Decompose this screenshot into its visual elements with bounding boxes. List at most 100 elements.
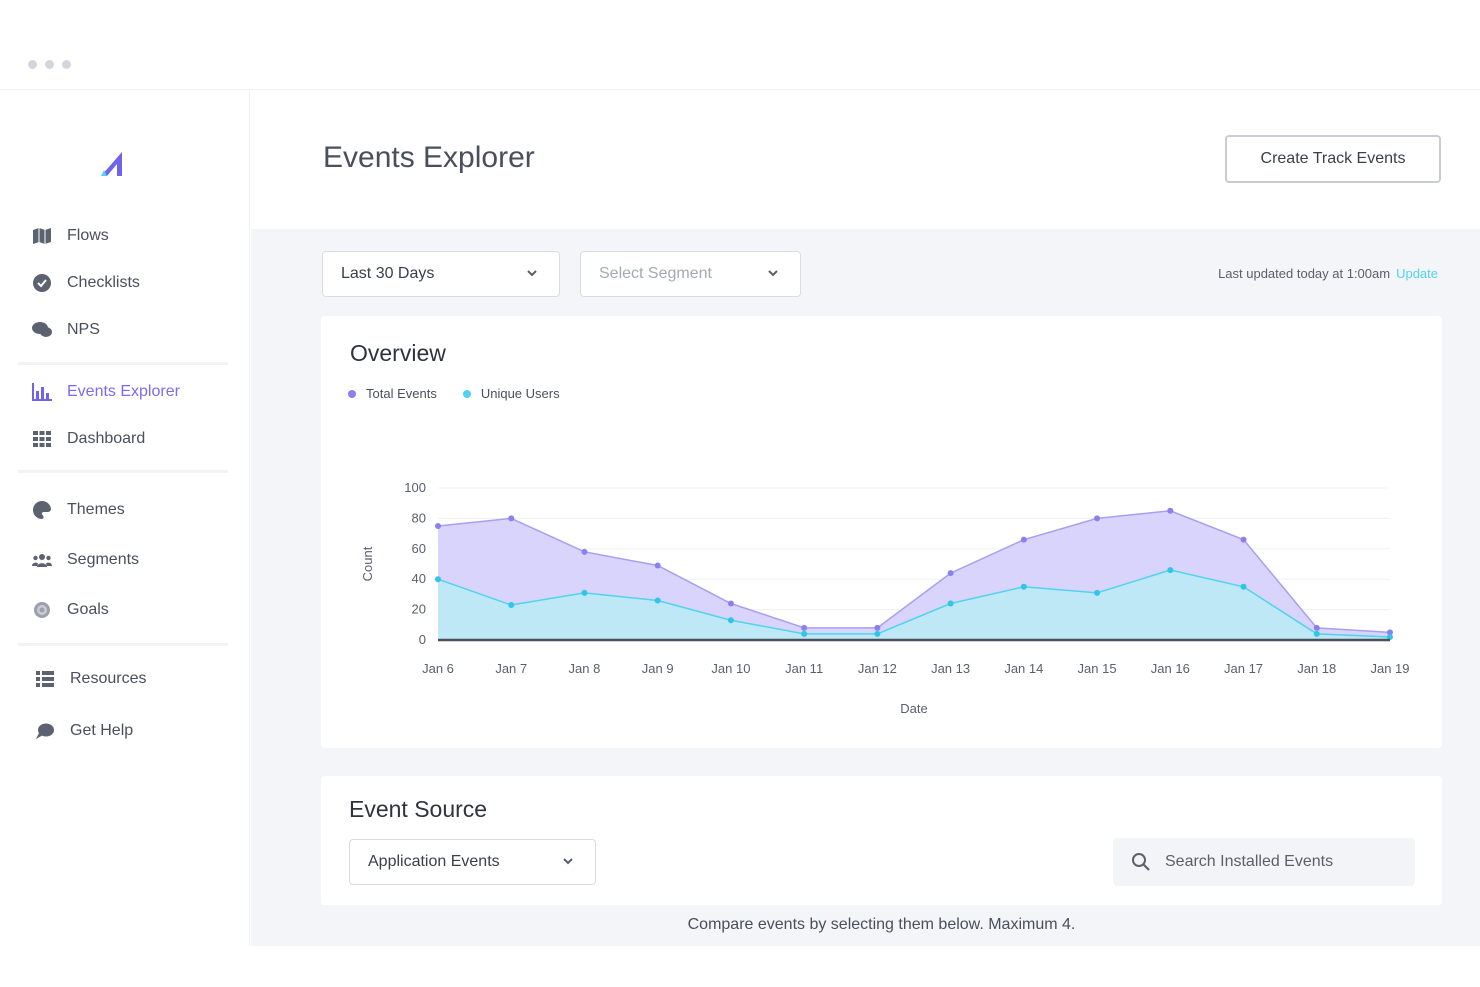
sidebar-item-label: Get Help xyxy=(70,722,134,739)
sidebar-item-nps[interactable]: NPS xyxy=(32,318,100,342)
compare-hint: Compare events by selecting them below. … xyxy=(321,905,1442,945)
create-track-events-button[interactable]: Create Track Events xyxy=(1225,135,1441,183)
check-circle-icon xyxy=(32,273,52,293)
data-point xyxy=(1167,567,1174,574)
x-tick-label: Jan 15 xyxy=(1078,661,1117,676)
segment-placeholder: Select Segment xyxy=(599,265,712,282)
sidebar-item-flows[interactable]: Flows xyxy=(32,224,109,248)
search-placeholder: Search Installed Events xyxy=(1165,853,1334,870)
data-point xyxy=(874,624,881,631)
data-point xyxy=(435,576,441,583)
sidebar-item-dashboard[interactable]: Dashboard xyxy=(32,427,145,451)
x-tick-label: Jan 16 xyxy=(1151,661,1190,676)
sidebar-item-label: Checklists xyxy=(67,274,140,291)
window-dot-icon xyxy=(45,60,54,69)
speech-bubble-icon xyxy=(35,721,55,741)
series-area-unique-users xyxy=(438,570,1390,640)
x-axis-label: Date xyxy=(900,701,927,716)
sidebar-item-checklists[interactable]: Checklists xyxy=(32,271,140,295)
data-point xyxy=(1020,536,1027,543)
sidebar-item-events-explorer[interactable]: Events Explorer xyxy=(32,380,180,404)
data-point xyxy=(947,570,954,577)
date-range-select[interactable]: Last 30 Days xyxy=(322,251,560,297)
last-updated-status: Last updated today at 1:00am Update xyxy=(1218,266,1438,281)
chevron-down-icon xyxy=(527,270,537,277)
x-tick-label: Jan 12 xyxy=(858,661,897,676)
bar-chart-icon xyxy=(32,382,52,402)
data-point xyxy=(1387,629,1393,636)
data-point xyxy=(801,624,808,631)
last-updated-text: Last updated today at 1:00am xyxy=(1218,266,1391,281)
window-dot-icon xyxy=(62,60,71,69)
sidebar-item-label: Dashboard xyxy=(67,430,146,447)
sidebar-item-label: Flows xyxy=(67,227,109,244)
sidebar-item-goals[interactable]: Goals xyxy=(32,598,109,622)
y-tick-label: 100 xyxy=(404,480,426,495)
x-tick-label: Jan 13 xyxy=(931,661,970,676)
x-tick-label: Jan 9 xyxy=(642,661,674,676)
sidebar-item-label: NPS xyxy=(67,321,100,338)
sidebar-item-get-help[interactable]: Get Help xyxy=(35,719,133,743)
sidebar-item-label: Goals xyxy=(67,601,109,618)
legend-swatch xyxy=(348,389,356,398)
x-tick-label: Jan 8 xyxy=(569,661,601,676)
y-tick-label: 40 xyxy=(412,571,426,586)
sidebar-item-segments[interactable]: Segments xyxy=(32,548,139,572)
data-point xyxy=(654,562,661,569)
app-logo-icon[interactable] xyxy=(100,150,126,178)
x-tick-label: Jan 18 xyxy=(1297,661,1336,676)
sidebar-item-resources[interactable]: Resources xyxy=(35,667,146,691)
y-axis-label: Count xyxy=(360,546,375,581)
data-point xyxy=(1094,589,1101,596)
event-source-select[interactable]: Application Events xyxy=(349,839,596,885)
users-icon xyxy=(32,550,52,570)
x-tick-label: Jan 6 xyxy=(422,661,454,676)
sidebar-item-themes[interactable]: Themes xyxy=(32,498,125,522)
sidebar-divider xyxy=(18,470,228,473)
data-point xyxy=(1387,633,1393,640)
data-point xyxy=(874,630,881,637)
x-tick-label: Jan 10 xyxy=(711,661,750,676)
search-icon xyxy=(1132,853,1150,871)
data-point xyxy=(435,523,441,529)
window-dot-icon xyxy=(28,60,37,69)
grid-icon xyxy=(32,429,52,449)
sidebar-item-label: Segments xyxy=(67,551,140,568)
y-tick-label: 0 xyxy=(419,632,426,647)
chart-legend: Total Events Unique Users xyxy=(348,386,586,401)
update-link[interactable]: Update xyxy=(1396,266,1438,281)
palette-icon xyxy=(32,500,52,520)
overview-title: Overview xyxy=(350,340,446,366)
x-tick-label: Jan 11 xyxy=(785,661,823,676)
x-tick-label: Jan 7 xyxy=(495,661,527,676)
sidebar-divider xyxy=(18,643,228,646)
series-line-total-events xyxy=(437,510,1391,634)
legend-swatch xyxy=(462,389,471,398)
sidebar-item-label: Resources xyxy=(70,670,147,687)
legend-item-unique-users[interactable]: Unique Users xyxy=(462,386,560,401)
x-tick-label: Jan 17 xyxy=(1224,661,1263,676)
legend-item-total-events[interactable]: Total Events xyxy=(348,386,437,401)
data-point xyxy=(1020,583,1027,590)
legend-label: Unique Users xyxy=(480,386,560,401)
chevron-down-icon xyxy=(768,270,778,277)
data-point xyxy=(508,515,515,522)
segment-select[interactable]: Select Segment xyxy=(580,251,801,297)
x-tick-label: Jan 19 xyxy=(1370,661,1409,676)
data-point xyxy=(1313,630,1320,637)
event-source-title: Event Source xyxy=(349,796,488,822)
list-icon xyxy=(35,669,55,689)
data-point xyxy=(801,630,808,637)
data-point xyxy=(654,597,661,604)
data-point xyxy=(727,617,734,624)
x-tick-label: Jan 14 xyxy=(1004,661,1043,676)
target-icon xyxy=(32,600,52,620)
chevron-down-icon xyxy=(563,858,573,865)
date-range-value: Last 30 Days xyxy=(341,265,435,282)
y-tick-label: 20 xyxy=(412,602,426,617)
search-installed-events-input[interactable]: Search Installed Events xyxy=(1113,838,1415,886)
data-point xyxy=(1240,583,1247,590)
series-line-unique-users xyxy=(437,569,1391,638)
data-point xyxy=(1313,624,1320,631)
data-point xyxy=(1167,507,1174,514)
